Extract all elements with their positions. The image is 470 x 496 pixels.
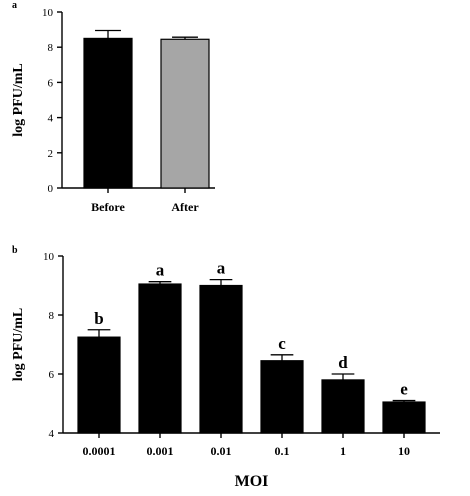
x-tick-label: Before <box>91 200 125 214</box>
y-axis-label: log PFU/mL <box>11 308 26 382</box>
y-axis-label: log PFU/mL <box>11 63 26 137</box>
x-tick-label: 0.0001 <box>83 444 116 458</box>
y-tick-label: 4 <box>49 428 55 440</box>
y-tick-label: 10 <box>43 251 55 263</box>
significance-letter: d <box>338 353 348 372</box>
significance-letter: a <box>217 259 226 278</box>
x-tick-label: 0.01 <box>211 444 232 458</box>
y-tick-label: 6 <box>48 77 54 89</box>
x-axis-label: MOI <box>235 473 269 490</box>
y-tick-label: 8 <box>48 42 54 54</box>
panel-label-a: a <box>12 0 17 11</box>
significance-letter: b <box>94 309 103 328</box>
y-tick-label: 0 <box>48 183 54 195</box>
significance-letter: a <box>156 261 165 280</box>
bar-10 <box>382 401 426 434</box>
y-tick-label: 2 <box>48 148 54 160</box>
x-tick-label: 1 <box>340 444 346 458</box>
x-tick-label: 0.001 <box>147 444 174 458</box>
x-tick-label: 10 <box>398 444 410 458</box>
bar-0.01 <box>199 284 243 434</box>
significance-letter: c <box>278 334 286 353</box>
bar-1 <box>321 379 365 434</box>
significance-letter: e <box>400 380 408 399</box>
panel-b-chart: b 4 6 8 10 log PFU/mL 0.0001 b 0.001 a 0.01 a 0.1 c 1 d… <box>11 245 440 490</box>
x-tick-label: 0.1 <box>275 444 290 458</box>
bar-0.0001 <box>77 336 121 434</box>
y-tick-label: 10 <box>42 7 54 19</box>
x-tick-label: After <box>171 200 199 214</box>
y-tick-label: 4 <box>48 113 54 125</box>
bar-After <box>160 38 210 189</box>
bar-Before <box>83 37 133 189</box>
y-tick-label: 6 <box>49 369 55 381</box>
bar-0.001 <box>138 283 182 434</box>
bar-0.1 <box>260 360 304 434</box>
panel-a-chart: a 0 2 4 6 8 10 log PFU/mL Before After <box>11 0 215 214</box>
panel-label-b: b <box>12 245 18 256</box>
y-tick-label: 8 <box>49 310 55 322</box>
